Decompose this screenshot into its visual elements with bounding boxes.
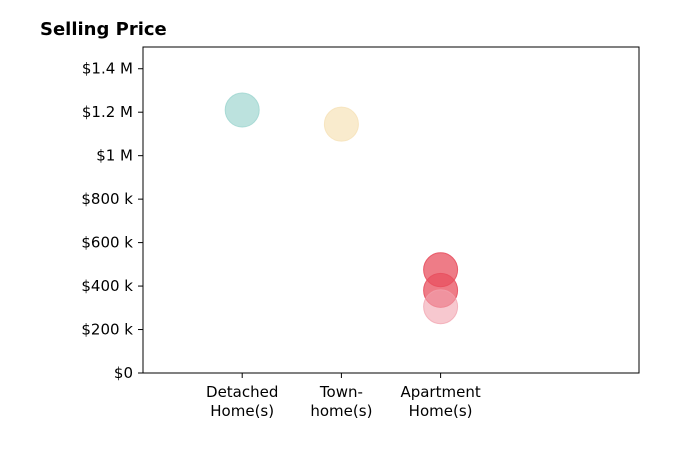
x-tick-label: Home(s) — [409, 402, 473, 420]
chart-title: Selling Price — [40, 19, 167, 40]
y-tick-label: $0 — [114, 364, 133, 382]
y-tick-label: $800 k — [81, 190, 133, 208]
x-tick-label: Town- — [319, 383, 363, 401]
x-tick-label: Home(s) — [210, 402, 274, 420]
data-point — [224, 92, 260, 128]
data-points — [224, 92, 459, 325]
data-point — [423, 289, 459, 325]
plot-area-frame — [142, 46, 640, 374]
y-tick-label: $1.2 M — [82, 103, 133, 121]
y-tick-label: $1.4 M — [82, 60, 133, 78]
y-axis: $0 $200 k $400 k $600 k $800 k $1 M $1.2 M $1.4… — [81, 60, 143, 382]
data-point — [323, 106, 359, 142]
x-tick-label: Apartment — [400, 383, 480, 401]
x-axis: DetachedHome(s)Town-home(s)ApartmentHome… — [206, 373, 481, 420]
y-tick-label: $600 k — [81, 234, 133, 252]
y-tick-label: $1 M — [96, 147, 133, 165]
x-tick-label: Detached — [206, 383, 278, 401]
y-tick-label: $200 k — [81, 321, 133, 339]
y-tick-label: $400 k — [81, 277, 133, 295]
x-tick-label: home(s) — [310, 402, 372, 420]
